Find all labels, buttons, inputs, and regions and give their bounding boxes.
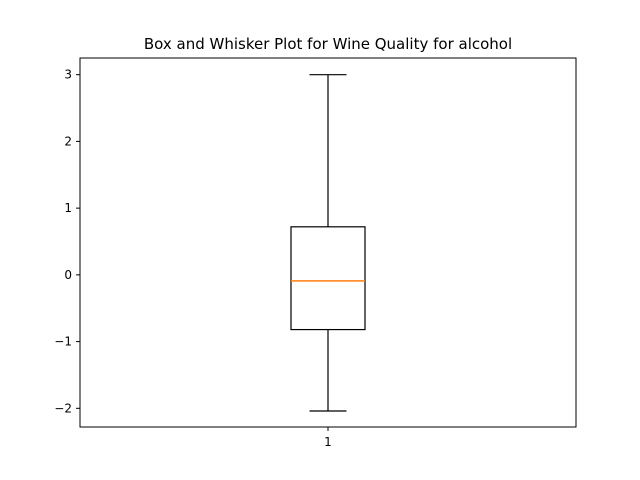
y-tick-label: 0 (64, 268, 72, 282)
chart-title: Box and Whisker Plot for Wine Quality fo… (144, 35, 512, 53)
y-tick-label: 1 (64, 201, 72, 215)
y-tick-label: −1 (54, 335, 72, 349)
y-tick-label: −2 (54, 401, 72, 415)
interquartile-box (290, 226, 366, 331)
y-tick-label: 2 (64, 134, 72, 148)
plot-area: −2 −1 0 1 2 3 1 (54, 57, 577, 449)
y-tick-label: 3 (64, 68, 72, 82)
x-tick-label: 1 (324, 435, 332, 449)
